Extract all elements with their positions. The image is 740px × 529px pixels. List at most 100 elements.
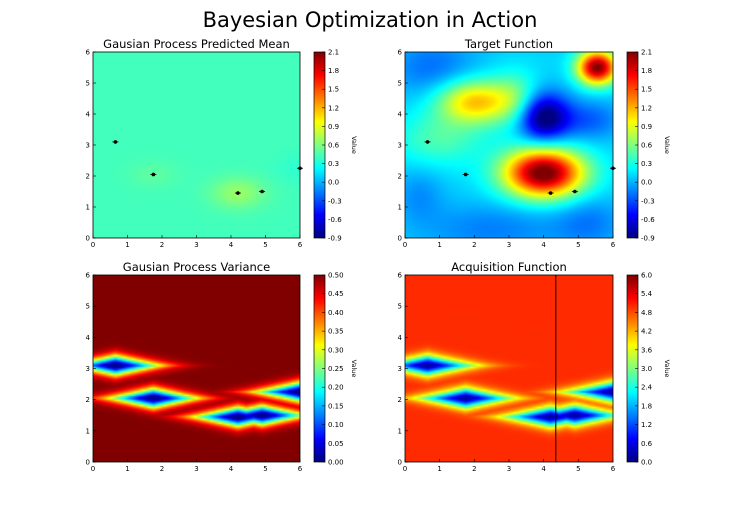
panel-2: Target Function 0 1 2 3 4 5 6 0 1 2 3 4 5 6 2.1 1.8 1.5 1.…	[398, 37, 671, 249]
x-tick-label: 1	[437, 241, 441, 249]
colorbar-tick-label: -0.3	[641, 197, 655, 205]
colorbar-tick-label: 1.5	[641, 86, 652, 94]
colorbar-tick-label: -0.6	[641, 216, 655, 224]
colorbar-tick-label: 1.2	[641, 421, 652, 429]
colorbar-tick-label: 0.0	[328, 179, 339, 187]
colorbar-gradient	[314, 52, 325, 238]
x-tick-label: 4	[541, 465, 546, 473]
colorbar-tick-label: 4.8	[641, 309, 652, 317]
y-tick-label: 5	[86, 80, 90, 88]
colorbar-gradient	[314, 275, 325, 462]
x-tick-label: 2	[472, 465, 476, 473]
heatmap-image	[93, 52, 300, 238]
panel-1: Gausian Process Predicted Mean 0 1 2 3 4 5 6 0 1 2…	[86, 37, 358, 249]
colorbar-tick-label: 0.6	[641, 142, 653, 150]
colorbar-tick-label: 1.5	[328, 86, 339, 94]
y-tick-label: 3	[398, 142, 402, 150]
colorbar-tick-label: 0.35	[328, 328, 344, 336]
colorbar-tick-label: 4.2	[641, 328, 652, 336]
y-tick-label: 5	[398, 303, 402, 311]
panel-title: Gausian Process Predicted Mean	[103, 37, 290, 51]
colorbar-tick-label: 5.4	[641, 290, 653, 298]
colorbar-tick-label: 0.30	[328, 346, 344, 354]
y-tick-label: 2	[86, 396, 90, 404]
panel-title: Target Function	[464, 37, 553, 51]
colorbar-tick-label: -0.9	[641, 235, 655, 243]
colorbar-tick-label: 0.15	[328, 402, 344, 410]
x-tick-label: 6	[611, 465, 616, 473]
colorbar: 6.0 5.4 4.8 4.2 3.6 3.0 2.4 1.8 1.2 0.6 0.0 Value	[626, 272, 671, 467]
colorbar: 2.1 1.8 1.5 1.2 0.9 0.6 0.3 0.0 -0.3 -0.6 -0.9 Valu…	[313, 49, 358, 243]
colorbar-label: Value	[663, 360, 671, 378]
colorbar-gradient	[627, 52, 638, 238]
x-tick-label: 3	[507, 465, 511, 473]
x-tick-label: 4	[541, 241, 546, 249]
colorbar-tick-label: 3.0	[641, 365, 652, 373]
x-tick-label: 3	[194, 465, 198, 473]
y-tick-label: 4	[398, 111, 403, 119]
colorbar-tick-label: 2.1	[328, 49, 339, 57]
y-tick-label: 4	[86, 111, 91, 119]
y-tick-label: 1	[86, 204, 90, 212]
panel-title: Gausian Process Variance	[123, 260, 270, 274]
y-tick-label: 4	[398, 334, 403, 342]
x-tick-label: 5	[263, 241, 267, 249]
x-tick-label: 0	[91, 465, 95, 473]
x-tick-label: 6	[611, 241, 616, 249]
heatmap-image	[405, 275, 613, 462]
colorbar-gradient	[627, 275, 638, 462]
colorbar-tick-label: 0.20	[328, 384, 344, 392]
heatmap-image	[405, 52, 613, 238]
colorbar-tick-label: 0.6	[328, 142, 340, 150]
x-tick-label: 2	[160, 241, 164, 249]
colorbar-tick-label: 0.3	[641, 160, 652, 168]
x-tick-label: 2	[472, 241, 476, 249]
colorbar-tick-label: 0.50	[328, 272, 344, 280]
y-tick-label: 2	[398, 173, 402, 181]
colorbar-tick-label: 1.8	[328, 67, 339, 75]
colorbar-tick-label: 0.05	[328, 440, 344, 448]
y-tick-label: 0	[398, 459, 402, 467]
colorbar-label: Value	[350, 136, 358, 154]
panels: Gausian Process Predicted Mean 0 1 2 3 4 5 6 0 1 2…	[86, 37, 671, 473]
y-tick-label: 0	[86, 459, 90, 467]
colorbar-tick-label: 0.6	[641, 440, 653, 448]
colorbar-tick-label: 0.0	[641, 459, 652, 467]
x-tick-label: 1	[437, 465, 441, 473]
colorbar-tick-label: -0.9	[328, 235, 342, 243]
y-tick-label: 6	[86, 272, 91, 280]
colorbar-tick-label: 2.4	[641, 384, 653, 392]
colorbar-tick-label: 1.2	[641, 104, 652, 112]
colorbar-tick-label: -0.3	[328, 197, 342, 205]
colorbar-tick-label: 1.8	[641, 402, 652, 410]
x-tick-label: 4	[229, 241, 234, 249]
colorbar-tick-label: 0.25	[328, 365, 344, 373]
y-tick-label: 3	[86, 365, 90, 373]
colorbar: 2.1 1.8 1.5 1.2 0.9 0.6 0.3 0.0 -0.3 -0.6 -0.9 Valu…	[626, 49, 671, 243]
colorbar-tick-label: 6.0	[641, 272, 652, 280]
x-tick-label: 6	[298, 465, 303, 473]
colorbar-tick-label: 1.8	[641, 67, 652, 75]
colorbar-tick-label: -0.6	[328, 216, 342, 224]
colorbar-tick-label: 2.1	[641, 49, 652, 57]
y-tick-label: 3	[86, 142, 90, 150]
figure-title: Bayesian Optimization in Action	[203, 8, 538, 32]
x-tick-label: 1	[125, 465, 129, 473]
y-tick-label: 0	[86, 235, 90, 243]
x-tick-label: 0	[403, 465, 407, 473]
colorbar-tick-label: 0.40	[328, 309, 344, 317]
x-tick-label: 3	[507, 241, 511, 249]
y-tick-label: 3	[398, 365, 402, 373]
y-tick-label: 1	[86, 427, 90, 435]
x-tick-label: 5	[263, 465, 267, 473]
x-tick-label: 0	[91, 241, 95, 249]
panel-title: Acquisition Function	[451, 260, 567, 274]
colorbar: 0.50 0.45 0.40 0.35 0.30 0.25 0.20 0.15 0.10 0.05…	[313, 272, 358, 467]
panel-4: Acquisition Function 0 1 2 3 4 5 6 0 1 2 3 4 5 6 6.0 5.4…	[398, 260, 671, 473]
y-tick-label: 4	[86, 334, 91, 342]
panel-3: Gausian Process Variance 0 1 2 3 4 5 6 0 1 2 3 4 5 6 0.…	[86, 260, 358, 473]
x-tick-label: 0	[403, 241, 407, 249]
colorbar-tick-label: 0.9	[328, 123, 339, 131]
y-tick-label: 1	[398, 427, 402, 435]
